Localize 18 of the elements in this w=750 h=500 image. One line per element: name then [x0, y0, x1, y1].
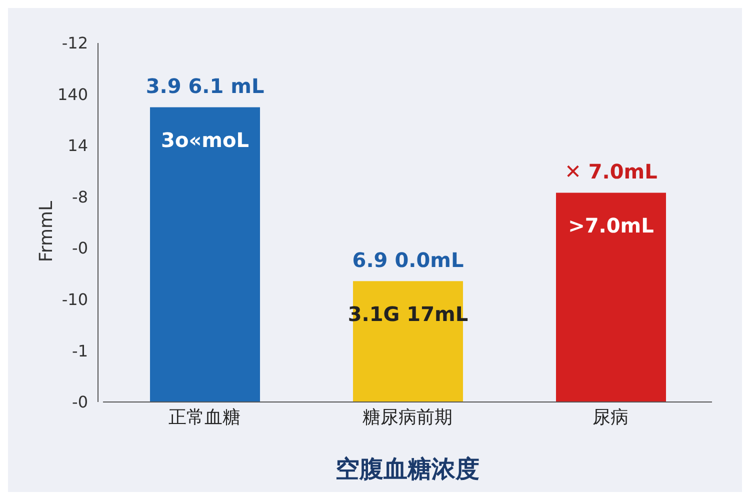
text: 14 [68, 136, 88, 156]
x-tick-label: 糖尿病前期 [362, 406, 452, 428]
text: -12 [62, 34, 88, 53]
text: -1 [72, 341, 88, 360]
x-tick-label: 正常血糖 [168, 406, 240, 428]
text: 3.9 6.1 mL [146, 74, 264, 98]
text: -0 [72, 392, 88, 412]
annotation: 3o«moL [161, 128, 250, 152]
y-axis-title: FrmmL [36, 200, 58, 262]
annotation: 6.9 0.0mL [352, 248, 464, 272]
text: -8 [72, 187, 88, 206]
x-axis-title: 空腹血糖浓度 [336, 455, 480, 483]
text: -10 [62, 290, 88, 310]
x-tick-label: 尿病 [592, 406, 628, 428]
text: 140 [57, 84, 88, 104]
text: -0 [72, 238, 88, 258]
annotation: ✕ 7.0mL [564, 160, 658, 184]
annotation: >7.0mL [568, 214, 654, 238]
